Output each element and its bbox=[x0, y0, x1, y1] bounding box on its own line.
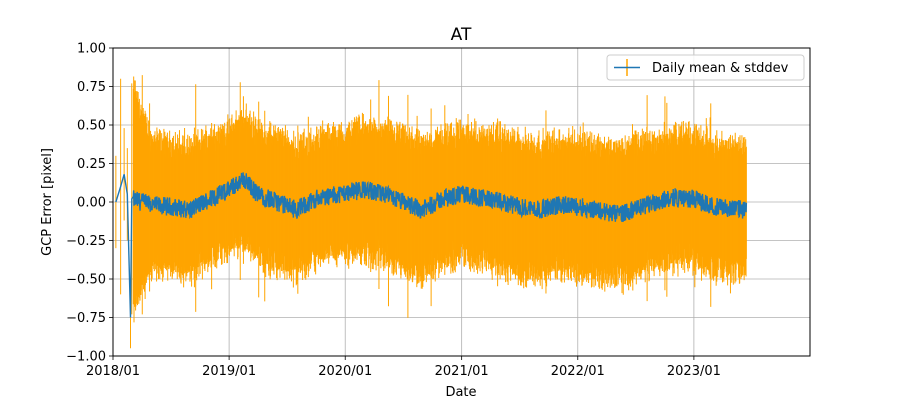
y-tick-label: −1.00 bbox=[66, 350, 106, 365]
legend-box bbox=[606, 54, 805, 81]
y-tick-label: 1.00 bbox=[77, 42, 106, 57]
legend: Daily mean & stddev bbox=[606, 54, 805, 81]
y-tick-label: −0.50 bbox=[66, 273, 106, 288]
y-tick-label: 0.75 bbox=[77, 80, 106, 95]
y-tick-label: 0.50 bbox=[77, 119, 106, 134]
y-tick-label: −0.25 bbox=[66, 234, 106, 249]
x-axis-ticks: 2018/01 2019/01 2020/01 2021/01 2022/01 2023/… bbox=[86, 356, 721, 379]
x-tick-label: 2020/01 bbox=[318, 364, 372, 379]
y-axis-ticks: 1.00 0.75 0.50 0.25 0.00 −0.25 −0.50 −0.75 −1.00 bbox=[66, 42, 113, 365]
y-tick-label: 0.25 bbox=[77, 157, 106, 172]
mean-line bbox=[115, 172, 748, 318]
x-tick-label: 2019/01 bbox=[202, 364, 256, 379]
x-tick-label: 2018/01 bbox=[86, 364, 140, 379]
legend-label: Daily mean & stddev bbox=[652, 61, 789, 76]
x-tick-label: 2023/01 bbox=[667, 364, 721, 379]
x-tick-label: 2022/01 bbox=[551, 364, 605, 379]
x-axis-label: Date bbox=[445, 385, 476, 400]
x-tick-label: 2021/01 bbox=[435, 364, 489, 379]
chart-title: AT bbox=[451, 25, 472, 45]
y-tick-label: −0.75 bbox=[66, 311, 106, 326]
y-axis-label: GCP Error [pixel] bbox=[40, 148, 55, 256]
y-tick-label: 0.00 bbox=[77, 196, 106, 211]
